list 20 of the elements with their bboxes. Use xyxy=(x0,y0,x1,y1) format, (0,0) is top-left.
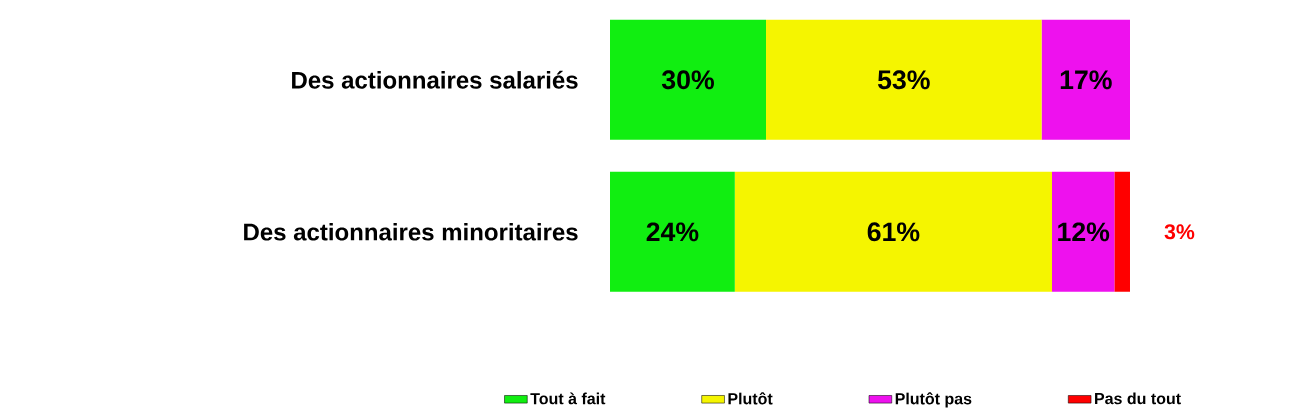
data-label: 17% xyxy=(1060,70,1112,90)
bar xyxy=(1052,171,1115,292)
data-label: 30% xyxy=(661,70,714,90)
y-tick-label: Des actionnaires minoritaires xyxy=(244,222,578,241)
data-label: 12% xyxy=(1058,222,1110,242)
bar xyxy=(610,19,766,140)
legend-label: Plutôt pas xyxy=(895,392,972,408)
bar xyxy=(1114,171,1130,292)
data-label: 53% xyxy=(877,70,930,90)
bar xyxy=(1041,19,1130,140)
legend-label: Tout à fait xyxy=(530,392,606,405)
legend-label: Plutôt xyxy=(728,392,773,405)
bar xyxy=(766,19,1042,140)
bar xyxy=(734,171,1052,292)
legend-label: Pas du tout xyxy=(1095,392,1181,405)
bar xyxy=(610,171,735,292)
y-tick-label: Des actionnaires salariés xyxy=(292,70,578,89)
data-label: 61% xyxy=(867,222,920,242)
data-label: 24% xyxy=(646,222,699,242)
data-label: 3% xyxy=(1164,224,1195,240)
